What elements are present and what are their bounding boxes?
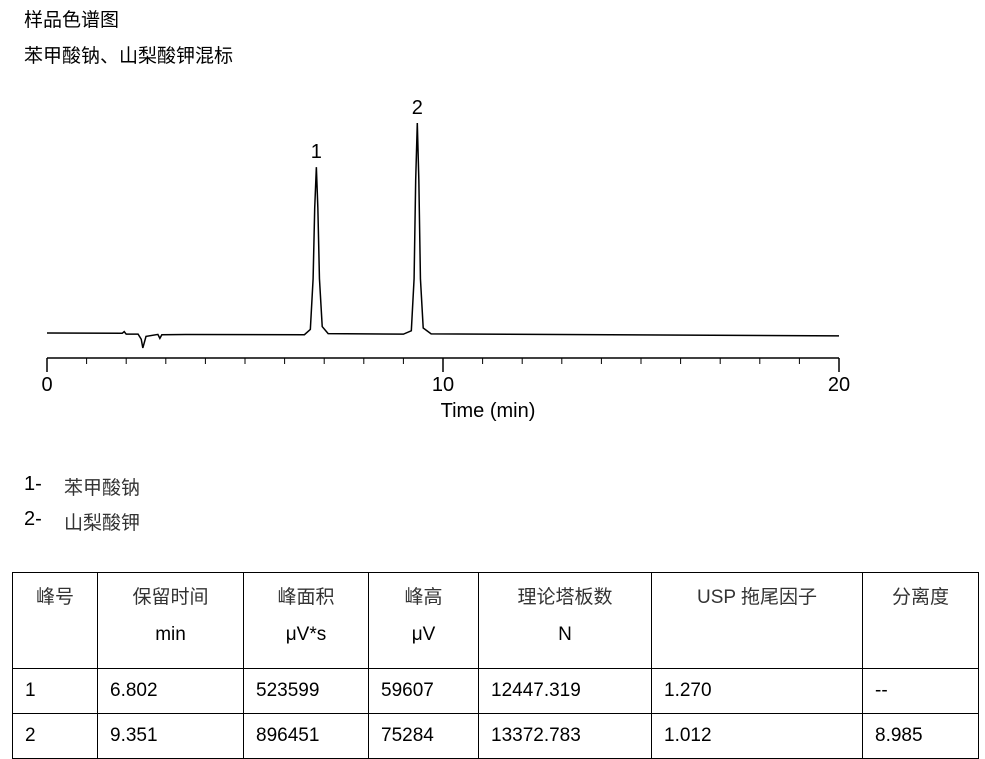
- cell: 1.012: [651, 713, 863, 759]
- header-cell: 分离度: [862, 572, 979, 669]
- x-axis-label: Time (min): [441, 400, 536, 422]
- header-row: 峰号 保留时间 min 峰面积 μV*s 峰高 μV 理论塔板数 N USP 拖尾因子 分离度: [12, 572, 979, 669]
- column-unit: min: [155, 624, 186, 645]
- cell: 896451: [243, 713, 369, 759]
- chromatogram: 0 10 20 Time (min) 1 2: [41, 97, 850, 422]
- peak-label: 2: [412, 97, 423, 119]
- column-name: 峰面积: [277, 587, 335, 608]
- column-unit: μV: [411, 624, 436, 645]
- peak-label: 1: [311, 141, 322, 163]
- cell: 1: [12, 668, 98, 714]
- x-tick-label: 0: [41, 374, 52, 396]
- header-cell: 保留时间 min: [97, 572, 244, 669]
- header-cell: 理论塔板数 N: [478, 572, 652, 669]
- results-table: 峰号 保留时间 min 峰面积 μV*s 峰高 μV 理论塔板数 N USP 拖尾因子 分离度 1 6.…: [12, 572, 979, 759]
- cell: 12447.319: [478, 668, 652, 714]
- peak-name: 苯甲酸钠: [64, 477, 141, 499]
- cell: --: [862, 668, 979, 714]
- cell: 8.985: [862, 713, 979, 759]
- header-cell: USP 拖尾因子: [651, 572, 863, 669]
- data-row: 1 6.802 523599 59607 12447.319 1.270 --: [12, 668, 979, 714]
- column-name: 保留时间: [132, 587, 209, 608]
- peak-name: 山梨酸钾: [64, 512, 141, 534]
- header-cell: 峰号: [12, 572, 98, 669]
- peak-number: 1-: [24, 473, 42, 495]
- column-unit: N: [558, 624, 572, 645]
- x-tick-label: 10: [432, 374, 454, 396]
- column-name: 峰号: [35, 587, 74, 608]
- cell: 9.351: [97, 713, 244, 759]
- header-cell: 峰高 μV: [368, 572, 479, 669]
- cell: 13372.783: [478, 713, 652, 759]
- subtitle: 苯甲酸钠、山梨酸钾混标: [24, 45, 234, 67]
- title: 样品色谱图: [24, 9, 120, 31]
- cell: 2: [12, 713, 98, 759]
- cell: 523599: [243, 668, 369, 714]
- cell: 59607: [368, 668, 479, 714]
- header-cell: 峰面积 μV*s: [243, 572, 369, 669]
- column-name: 理论塔板数: [517, 587, 613, 608]
- cell: 6.802: [97, 668, 244, 714]
- peak-number: 2-: [24, 508, 42, 530]
- column-name: 峰高: [404, 587, 443, 608]
- cell: 75284: [368, 713, 479, 759]
- column-name: 分离度: [891, 587, 949, 608]
- column-unit: μV*s: [285, 624, 327, 645]
- x-tick-label: 20: [828, 374, 850, 396]
- cell: 1.270: [651, 668, 863, 714]
- trace: [46, 122, 840, 349]
- data-row: 2 9.351 896451 75284 13372.783 1.012 8.985: [12, 713, 979, 759]
- column-name: USP 拖尾因子: [696, 587, 817, 608]
